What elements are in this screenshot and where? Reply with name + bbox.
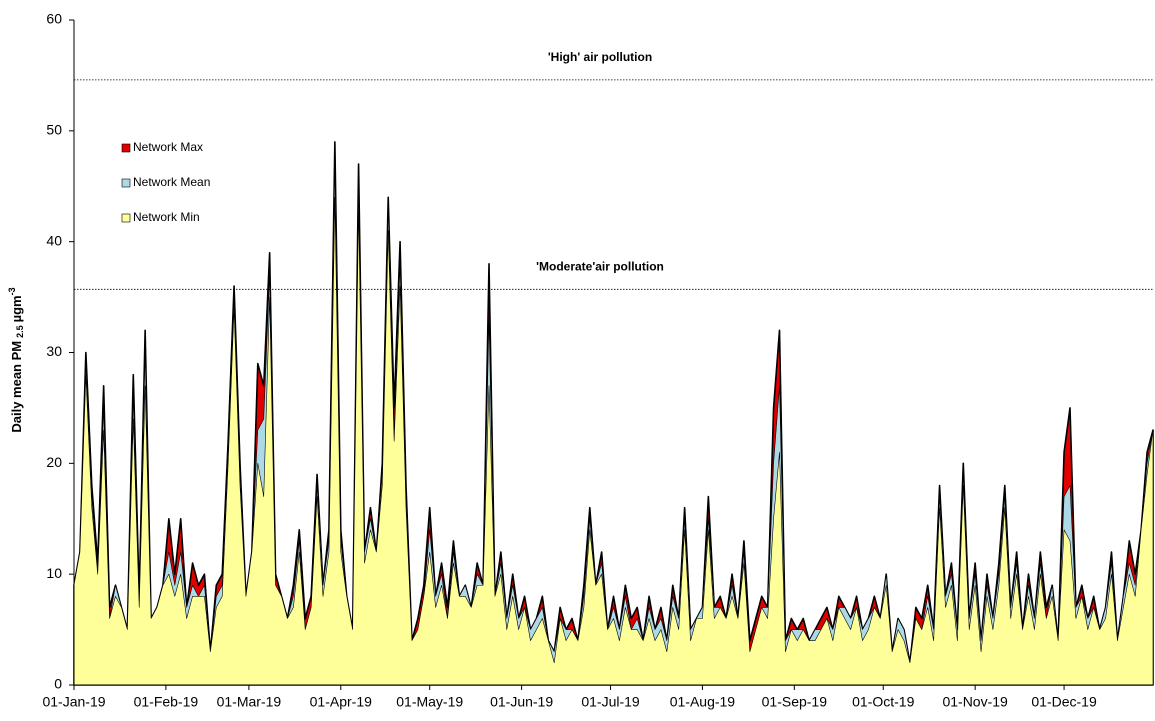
legend-label: Network Max [133,140,203,154]
y-tick-label: 50 [46,122,62,138]
y-label-sub: 2.5 [15,325,25,338]
legend-swatch [121,178,131,188]
reference-label: 'Moderate'air pollution [536,259,664,273]
legend-label: Network Mean [133,175,210,189]
area-2 [73,197,1154,686]
y-label-main: Daily mean PM [9,341,24,433]
reference-label: 'High' air pollution [548,50,652,64]
x-tick-label: 01-Feb-19 [134,694,199,710]
x-tick-label: 01-Oct-19 [852,694,914,710]
x-tick-label: 01-Mar-19 [217,694,282,710]
x-tick-label: 01-Nov-19 [942,694,1008,710]
legend-label: Network Min [133,210,200,224]
x-tick-label: 01-Sep-19 [762,694,828,710]
y-tick-label: 60 [46,11,62,27]
y-label-unit: µgm [9,295,24,322]
y-axis-label: Daily mean PM 2.5 µgm-3 [7,287,25,432]
y-tick-label: 40 [46,232,62,248]
y-label-sup: -3 [7,287,17,295]
legend-swatch [121,213,131,223]
y-tick-label: 30 [46,343,62,359]
y-tick-label: 20 [46,454,62,470]
y-tick-label: 10 [46,565,62,581]
x-tick-label: 01-Jul-19 [581,694,640,710]
x-tick-label: 01-Aug-19 [670,694,736,710]
legend-swatch [121,143,131,153]
y-tick-label: 0 [54,676,62,692]
x-tick-label: 01-May-19 [396,694,463,710]
x-tick-label: 01-Jun-19 [490,694,553,710]
x-tick-label: 01-Apr-19 [310,694,372,710]
x-tick-label: 01-Jan-19 [42,694,105,710]
x-tick-label: 01-Dec-19 [1031,694,1097,710]
